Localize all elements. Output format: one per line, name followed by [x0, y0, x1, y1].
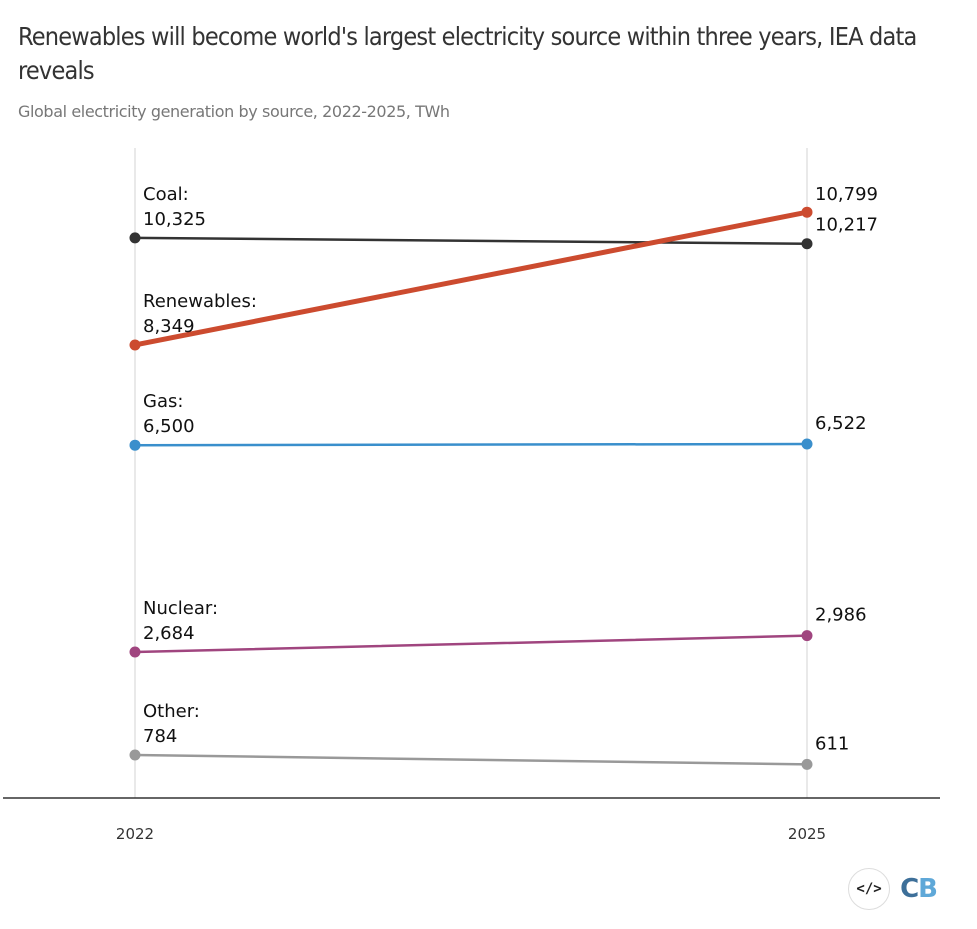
- series-renewables: Renewables: 8,349 10,799: [129, 184, 878, 351]
- gas-line: [133, 442, 809, 447]
- nuclear-line: [133, 634, 809, 654]
- renewables-point-2022: [129, 339, 141, 351]
- other-line: [133, 753, 809, 766]
- gas-value-2022: 6,500: [143, 416, 195, 437]
- x-tick-2025: 2025: [788, 825, 826, 843]
- series-other: Other: 784 611: [129, 701, 849, 770]
- gas-name-label: Gas:: [143, 391, 183, 412]
- nuclear-point-2025: [801, 630, 813, 642]
- coal-point-2022: [129, 232, 141, 244]
- coal-line: [133, 236, 809, 245]
- other-value-2025: 611: [815, 733, 849, 754]
- gridlines: [134, 148, 808, 798]
- renewables-name-label: Renewables:: [143, 291, 257, 312]
- other-point-2022: [129, 749, 141, 761]
- chart-title: Renewables will become world's largest e…: [18, 22, 917, 85]
- series-gas: Gas: 6,500 6,522: [129, 391, 867, 451]
- logo-letter-b: B: [918, 874, 938, 904]
- gas-point-2025: [801, 438, 813, 450]
- renewables-value-2025: 10,799: [815, 184, 878, 205]
- coal-point-2025: [801, 238, 813, 250]
- other-value-2022: 784: [143, 726, 177, 747]
- nuclear-name-label: Nuclear:: [143, 598, 218, 619]
- series-coal: Coal: 10,325 10,217: [129, 184, 878, 250]
- renewables-line: [132, 209, 810, 348]
- x-tick-labels: 2022 2025: [116, 825, 826, 843]
- other-name-label: Other:: [143, 701, 200, 722]
- nuclear-value-2022: 2,684: [143, 623, 195, 644]
- x-tick-2022: 2022: [116, 825, 154, 843]
- coal-name-label: Coal:: [143, 184, 189, 205]
- renewables-point-2025: [801, 206, 813, 218]
- nuclear-point-2022: [129, 646, 141, 658]
- gas-value-2025: 6,522: [815, 413, 867, 434]
- logo-letter-c: C: [900, 874, 919, 904]
- coal-value-2022: 10,325: [143, 209, 206, 230]
- coal-value-2025: 10,217: [815, 215, 878, 236]
- nuclear-value-2025: 2,986: [815, 605, 867, 626]
- carbon-brief-logo: CB: [900, 874, 938, 904]
- gas-point-2022: [129, 439, 141, 451]
- other-point-2025: [801, 758, 813, 770]
- footer: </> CB: [848, 868, 938, 910]
- chart-subtitle: Global electricity generation by source,…: [18, 102, 450, 121]
- series-group: Other: 784 611 Nuclear: 2,684 2,986 Gas: 6,500 6…: [129, 184, 878, 770]
- renewables-value-2022: 8,349: [143, 316, 195, 337]
- series-nuclear: Nuclear: 2,684 2,986: [129, 598, 867, 658]
- code-embed-icon[interactable]: </>: [848, 868, 891, 910]
